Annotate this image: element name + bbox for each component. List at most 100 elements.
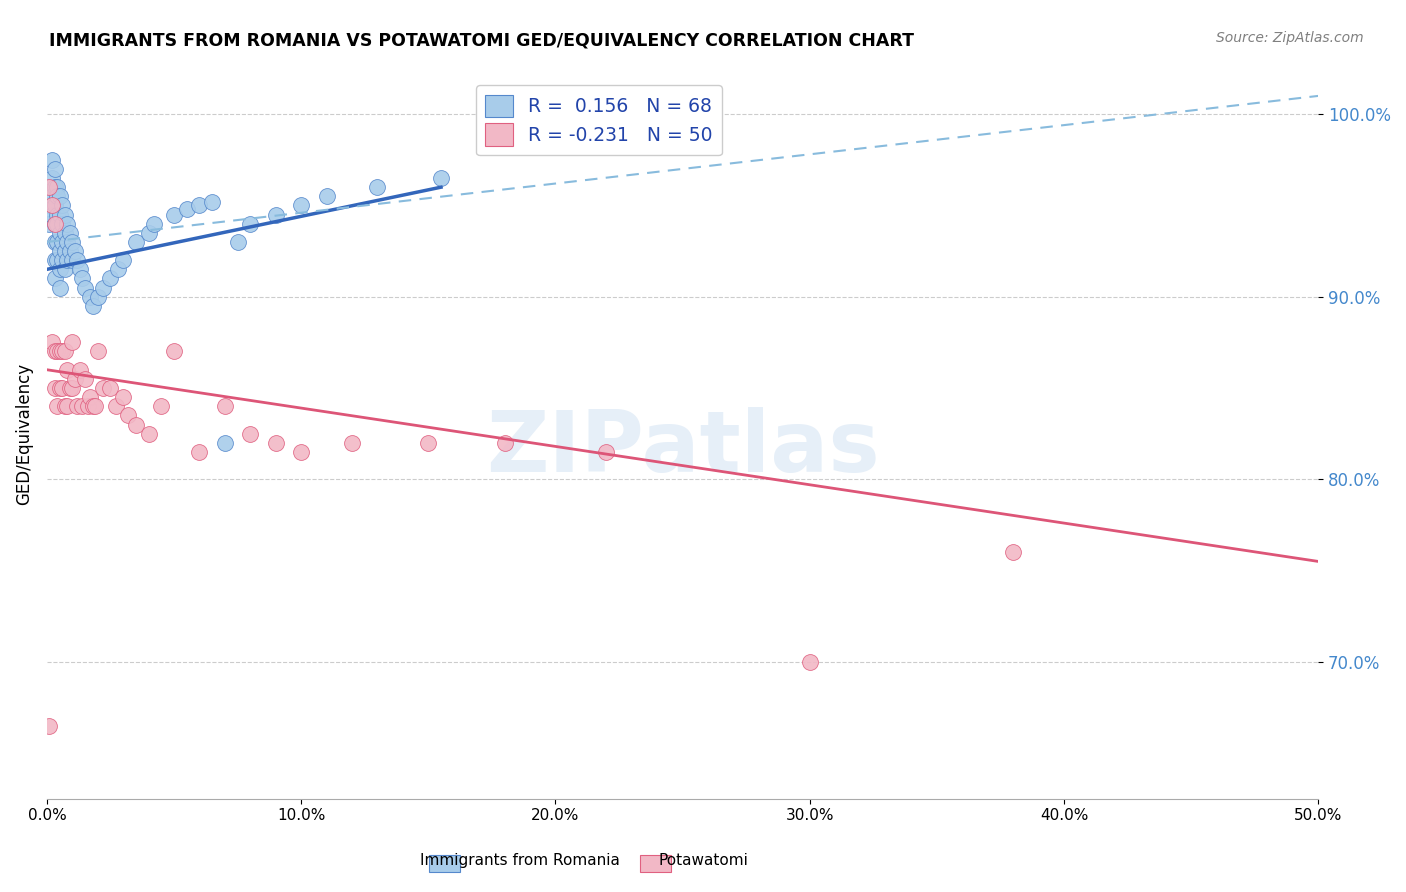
Point bbox=[48, 189, 70, 203]
Point bbox=[63, 244, 86, 258]
Point bbox=[48, 280, 70, 294]
Point bbox=[48, 381, 70, 395]
Point bbox=[112, 390, 135, 404]
Point bbox=[44, 271, 66, 285]
Y-axis label: GED/Equivalency: GED/Equivalency bbox=[15, 362, 32, 505]
Point bbox=[82, 399, 104, 413]
Point bbox=[44, 344, 66, 359]
Point bbox=[53, 262, 76, 277]
Point bbox=[60, 235, 83, 249]
Point bbox=[84, 399, 107, 413]
Point bbox=[41, 198, 63, 212]
Point bbox=[430, 171, 453, 186]
Point bbox=[125, 417, 148, 432]
Point bbox=[46, 344, 69, 359]
Point bbox=[188, 445, 211, 459]
Point bbox=[104, 399, 127, 413]
Point bbox=[226, 235, 249, 249]
Point bbox=[44, 217, 66, 231]
Point bbox=[73, 280, 96, 294]
Point bbox=[91, 381, 114, 395]
Point bbox=[239, 217, 262, 231]
Point bbox=[138, 226, 160, 240]
Point bbox=[44, 161, 66, 176]
Point bbox=[53, 226, 76, 240]
Point bbox=[59, 381, 82, 395]
Point bbox=[163, 208, 186, 222]
Point bbox=[87, 290, 110, 304]
Point bbox=[91, 280, 114, 294]
Point bbox=[46, 189, 69, 203]
Point bbox=[51, 253, 73, 268]
Point bbox=[44, 253, 66, 268]
Point bbox=[69, 262, 91, 277]
Point bbox=[44, 381, 66, 395]
Point bbox=[315, 189, 337, 203]
Point bbox=[41, 208, 63, 222]
Point bbox=[56, 363, 79, 377]
Point bbox=[138, 426, 160, 441]
Point bbox=[44, 198, 66, 212]
Text: Source: ZipAtlas.com: Source: ZipAtlas.com bbox=[1216, 31, 1364, 45]
Point bbox=[53, 244, 76, 258]
Point bbox=[46, 208, 69, 222]
Point bbox=[38, 217, 60, 231]
Point bbox=[46, 217, 69, 231]
Point bbox=[66, 399, 89, 413]
Point bbox=[51, 381, 73, 395]
Point bbox=[418, 435, 440, 450]
Point bbox=[46, 253, 69, 268]
Point bbox=[48, 262, 70, 277]
Point bbox=[72, 271, 94, 285]
Point bbox=[41, 189, 63, 203]
Point bbox=[142, 217, 165, 231]
Point bbox=[595, 445, 617, 459]
Point bbox=[41, 171, 63, 186]
Point bbox=[44, 180, 66, 194]
Point bbox=[46, 180, 69, 194]
Point bbox=[1002, 545, 1025, 559]
Text: ZIPatlas: ZIPatlas bbox=[485, 407, 880, 490]
Point bbox=[44, 235, 66, 249]
Point bbox=[214, 399, 236, 413]
Point bbox=[53, 344, 76, 359]
Point bbox=[56, 235, 79, 249]
Point bbox=[69, 363, 91, 377]
Point bbox=[290, 445, 312, 459]
Point bbox=[38, 180, 60, 194]
Point bbox=[100, 271, 122, 285]
Point bbox=[163, 344, 186, 359]
Point bbox=[264, 435, 287, 450]
Point bbox=[176, 202, 198, 216]
Point bbox=[264, 208, 287, 222]
Point bbox=[51, 344, 73, 359]
Point bbox=[38, 719, 60, 733]
Point bbox=[38, 198, 60, 212]
Point bbox=[79, 390, 101, 404]
Point bbox=[56, 399, 79, 413]
Point bbox=[799, 655, 821, 669]
Point bbox=[188, 198, 211, 212]
Point bbox=[73, 372, 96, 386]
Point bbox=[82, 299, 104, 313]
Point bbox=[87, 344, 110, 359]
Point bbox=[51, 217, 73, 231]
Point bbox=[214, 435, 236, 450]
Text: Potawatomi: Potawatomi bbox=[658, 854, 748, 868]
Point bbox=[46, 399, 69, 413]
Point bbox=[56, 253, 79, 268]
Point bbox=[60, 335, 83, 350]
Point bbox=[290, 198, 312, 212]
Point bbox=[53, 208, 76, 222]
Text: Immigrants from Romania: Immigrants from Romania bbox=[420, 854, 620, 868]
Point bbox=[63, 372, 86, 386]
Point bbox=[150, 399, 173, 413]
Point bbox=[48, 208, 70, 222]
Point bbox=[112, 253, 135, 268]
Point bbox=[59, 226, 82, 240]
Point bbox=[239, 426, 262, 441]
Point bbox=[60, 381, 83, 395]
Point bbox=[79, 290, 101, 304]
Point bbox=[125, 235, 148, 249]
Point bbox=[107, 262, 129, 277]
